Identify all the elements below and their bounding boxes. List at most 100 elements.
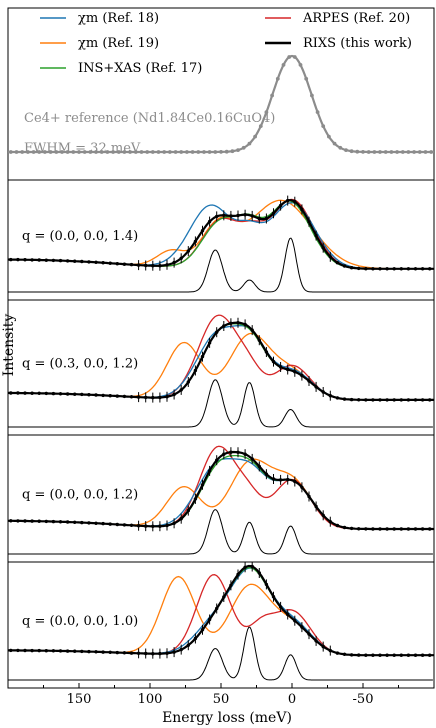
data-point: [186, 249, 190, 253]
data-point: [9, 391, 13, 395]
data-point: [236, 321, 240, 325]
data-point: [364, 398, 368, 402]
data-point: [215, 606, 219, 611]
data-point: [300, 373, 304, 378]
data-point: [51, 519, 56, 524]
reference-point: [304, 76, 309, 81]
data-point: [73, 392, 77, 396]
reference-point: [258, 124, 263, 128]
reference-point: [133, 150, 138, 154]
data-point: [229, 321, 233, 325]
data-point: [222, 213, 226, 217]
reference-point: [82, 150, 87, 154]
data-point: [271, 595, 276, 599]
data-point: [51, 391, 56, 396]
data-point: [186, 643, 190, 647]
data-point: [193, 239, 198, 244]
reference-point: [224, 149, 229, 154]
reference-point: [287, 55, 292, 59]
reference-point: [139, 150, 144, 154]
reference-point: [60, 150, 64, 154]
panel-2: q = (0.3, 0.0, 1.2): [7, 299, 434, 428]
data-point: [413, 398, 418, 402]
reference-point: [298, 63, 303, 67]
data-point: [65, 520, 70, 524]
data-point: [58, 649, 63, 653]
data-point: [399, 267, 403, 271]
data-point: [392, 398, 396, 402]
data-point: [37, 391, 41, 395]
data-point: [16, 391, 20, 395]
reference-point: [395, 150, 399, 154]
data-point: [172, 521, 176, 525]
mode-markers: [8, 237, 433, 293]
data-point: [151, 395, 155, 400]
reference-point: [412, 150, 416, 154]
rixs-curve: [8, 564, 434, 657]
data-point: [222, 452, 226, 456]
reference-point: [48, 150, 53, 154]
panel-1: q = (0.0, 0.0, 1.4): [7, 179, 434, 293]
data-point: [179, 647, 183, 652]
reference-point: [247, 141, 252, 146]
reference-point: [14, 150, 19, 154]
data-point: [58, 392, 63, 396]
data-point: [144, 263, 148, 268]
data-point: [342, 397, 347, 401]
x-tick-label: 150: [67, 692, 92, 707]
data-point: [229, 450, 233, 454]
data-point: [136, 263, 141, 267]
data-point: [257, 216, 261, 221]
data-point: [222, 324, 226, 328]
data-point: [16, 519, 20, 523]
data-point: [250, 328, 254, 332]
data-point: [200, 354, 205, 359]
data-point: [349, 653, 354, 657]
data-point: [357, 527, 361, 531]
data-point: [115, 262, 120, 266]
data-point: [37, 648, 41, 653]
reference-annotation: Ce4+ reference (Nd1.84Ce0.16CuO4) FWHM = …: [24, 111, 275, 156]
data-point: [229, 214, 233, 218]
data-point: [420, 398, 425, 402]
reference-point: [8, 150, 13, 154]
data-point: [321, 513, 325, 517]
data-point: [364, 653, 368, 657]
data-point: [122, 523, 127, 527]
data-point: [357, 266, 361, 271]
data-point: [378, 398, 382, 402]
y-axis-label: Intensity: [1, 314, 17, 377]
data-point: [342, 652, 347, 656]
reference-point: [366, 150, 371, 154]
data-point: [9, 519, 13, 523]
data-point: [37, 258, 41, 262]
data-point: [286, 477, 290, 482]
data-point: [23, 391, 27, 395]
data-point: [207, 469, 212, 473]
panel-label: q = (0.0, 0.0, 1.4): [22, 229, 138, 244]
data-point: [30, 258, 34, 262]
data-point: [101, 650, 105, 654]
data-point: [413, 653, 418, 657]
data-point: [94, 260, 98, 264]
data-point: [349, 266, 354, 270]
data-point: [65, 392, 70, 396]
data-point: [293, 370, 297, 374]
data-point: [186, 508, 190, 513]
reference-point: [344, 148, 348, 153]
data-point: [87, 649, 91, 654]
data-point: [200, 628, 205, 632]
data-point: [314, 233, 318, 238]
data-point: [321, 644, 325, 649]
data-point: [172, 260, 176, 265]
data-point: [420, 267, 425, 271]
data-point: [335, 651, 340, 655]
mode-markers: [8, 626, 433, 681]
data-point: [65, 259, 70, 263]
panel-4: q = (0.0, 0.0, 1.0): [8, 561, 434, 681]
reference-point: [417, 150, 422, 154]
data-point: [250, 564, 254, 569]
data-point: [278, 605, 283, 609]
legend-label: INS+XAS (Ref. 17): [78, 61, 202, 76]
data-point: [172, 392, 176, 397]
